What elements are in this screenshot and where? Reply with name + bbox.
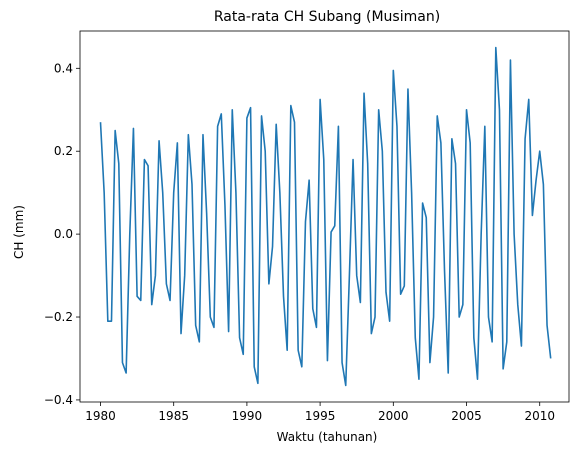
chart-title: Rata-rata CH Subang (Musiman) [214, 9, 440, 25]
x-tick-label: 1985 [158, 409, 189, 423]
plot-area [99, 46, 552, 387]
series-line [99, 46, 552, 387]
y-tick-label: −0.2 [44, 310, 73, 324]
x-tick-label: 2005 [451, 409, 482, 423]
y-tick-label: −0.4 [44, 393, 73, 407]
y-tick-label: 0.2 [54, 144, 73, 158]
x-axis-label: Waktu (tahunan) [277, 430, 378, 444]
x-tick-label: 1980 [85, 409, 116, 423]
plot-frame [79, 30, 570, 403]
x-tick-label: 1995 [305, 409, 336, 423]
x-tick-label: 1990 [232, 409, 263, 423]
y-tick-label: 0.4 [54, 61, 73, 75]
y-axis-label: CH (mm) [12, 205, 26, 259]
y-axis: −0.4 −0.2 0.0 0.2 0.4 [44, 61, 80, 407]
x-tick-label: 2000 [378, 409, 409, 423]
x-tick-label: 2010 [524, 409, 555, 423]
x-axis: 1980 1985 1990 1995 2000 2005 2010 [85, 402, 555, 423]
y-tick-label: 0.0 [54, 227, 73, 241]
